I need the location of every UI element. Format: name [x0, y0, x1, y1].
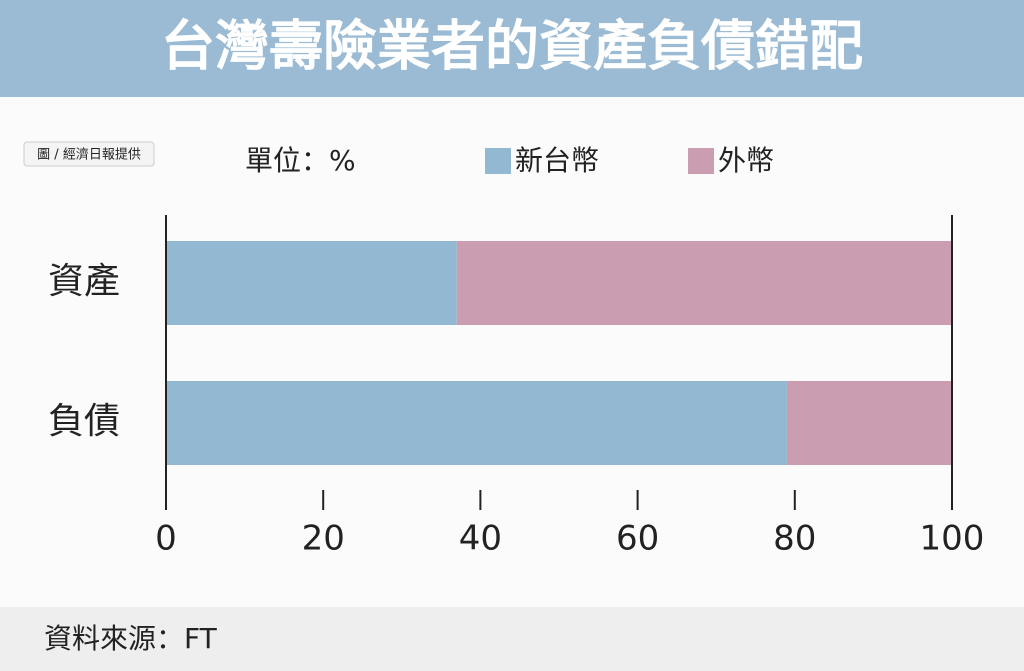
x-tick-label: 80 — [773, 519, 816, 559]
bar-segment — [166, 381, 787, 465]
unit-label: 單位：% — [245, 144, 356, 177]
bar-segment — [456, 241, 952, 325]
y-tick-label: 資產 — [48, 261, 120, 302]
x-tick-label: 100 — [920, 519, 985, 559]
credit-box — [23, 141, 155, 167]
chart-title: 台灣壽險業者的資產負債錯配 — [161, 15, 863, 78]
x-tick-label: 20 — [302, 519, 345, 559]
y-tick-label: 負債 — [48, 401, 120, 442]
legend-label: 新台幣 — [515, 144, 599, 177]
legend-swatch — [688, 148, 714, 174]
x-tick-label: 60 — [616, 519, 659, 559]
bar-segment — [786, 381, 952, 465]
credit: 圖 / 經濟日報提供 — [37, 147, 141, 163]
x-tick-label: 0 — [155, 519, 177, 559]
legend-swatch — [485, 148, 511, 174]
footer-band — [0, 607, 1024, 671]
legend-label: 外幣 — [718, 144, 774, 177]
chart-background — [0, 97, 1024, 607]
source: 資料來源：FT — [44, 622, 218, 655]
header-band — [0, 0, 1024, 97]
bar-segment — [166, 241, 457, 325]
x-tick-label: 40 — [459, 519, 502, 559]
